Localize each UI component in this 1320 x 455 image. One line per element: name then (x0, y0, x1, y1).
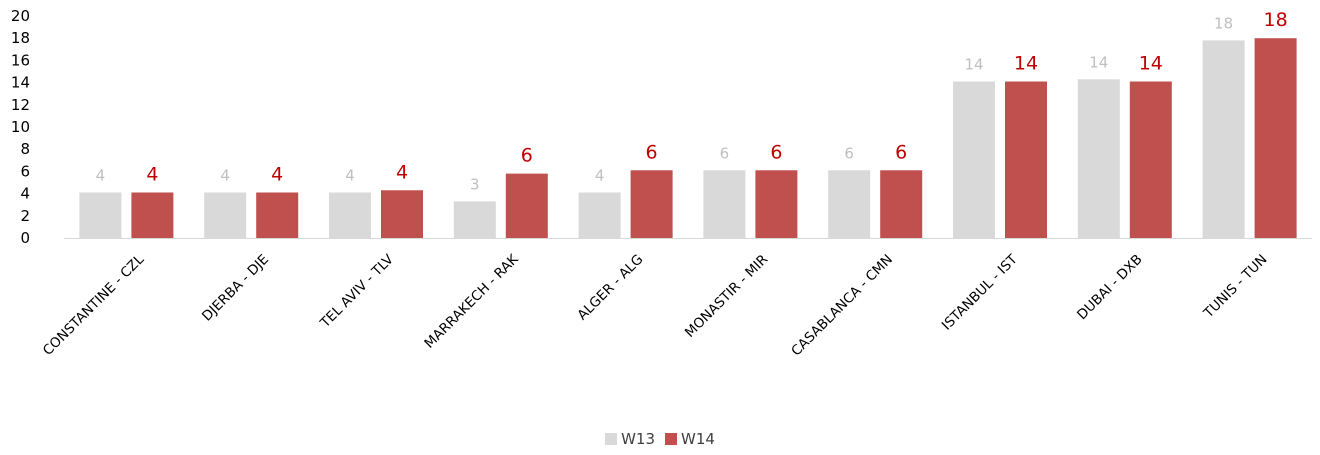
legend-swatch-w14 (665, 433, 677, 445)
category-label: ALGER - ALG (574, 252, 646, 324)
data-label-w14: 6 (646, 141, 658, 163)
category-label: TUNIS - TUN (1200, 252, 1270, 322)
legend-swatch-w13 (605, 433, 618, 445)
data-label-w13: 4 (96, 166, 106, 184)
bar-w13 (828, 170, 871, 238)
data-label-w13: 14 (964, 55, 983, 73)
data-label-w14: 4 (396, 161, 408, 183)
data-label-w13: 6 (720, 144, 730, 162)
bar-w13 (79, 192, 122, 238)
data-label-w14: 6 (895, 141, 907, 163)
data-label-w13: 4 (220, 166, 230, 184)
category-label: TEL AVIV - TLV (317, 251, 398, 332)
data-label-w13: 18 (1214, 14, 1233, 32)
y-tick-label: 12 (11, 96, 30, 114)
legend-label-w13: W13 (621, 430, 655, 448)
data-label-w14: 14 (1139, 52, 1163, 74)
bar-w14 (381, 190, 423, 238)
bar-w13 (329, 192, 371, 238)
bar-w13 (578, 192, 621, 238)
y-tick-label: 14 (11, 74, 30, 92)
data-label-w14: 6 (521, 145, 533, 167)
data-label-w14: 18 (1264, 9, 1288, 31)
bar-w13 (1077, 79, 1120, 239)
data-label-w14: 4 (271, 163, 283, 185)
bar-w14 (131, 192, 174, 238)
legend-item-w14: W14 (665, 430, 715, 448)
category-label: DJERBA - DJE (199, 252, 272, 325)
y-tick-label: 20 (11, 7, 30, 25)
category-label: DUBAI - DXB (1074, 252, 1146, 324)
y-tick-label: 10 (11, 118, 30, 136)
bar-w14 (755, 170, 798, 238)
legend-label-w14: W14 (681, 430, 715, 448)
y-tick-label: 4 (20, 185, 30, 203)
y-tick-label: 18 (11, 29, 30, 47)
category-label: ISTANBUL - IST (939, 251, 1022, 334)
bar-w13 (953, 81, 995, 239)
category-label: MARRAKECH - RAK (421, 251, 522, 352)
bar-w14 (630, 170, 673, 238)
bar-w14 (1005, 81, 1047, 239)
data-label-w14: 4 (146, 163, 158, 185)
bar-chart: 0 2 4 6 8 10 12 14 16 18 20 4 4 CONSTANTINE - CZL 4 4 DJ… (11, 7, 1312, 360)
data-label-w13: 14 (1089, 53, 1108, 71)
legend: W13 W14 (0, 430, 1320, 448)
legend-item-w13: W13 (605, 430, 655, 448)
category-label: CONSTANTINE - CZL (40, 251, 148, 359)
category-label: CASABLANCA - CMN (788, 252, 896, 360)
y-tick-label: 8 (20, 140, 30, 158)
bar-w13 (1202, 40, 1245, 238)
bar-w14 (1254, 38, 1297, 239)
y-tick-label: 0 (20, 229, 30, 247)
bar-w13 (703, 170, 746, 238)
bar-w13 (204, 192, 247, 238)
data-label-w13: 3 (470, 175, 480, 193)
data-label-w13: 4 (595, 166, 605, 184)
data-label-w14: 6 (770, 141, 782, 163)
bar-w14 (256, 192, 299, 238)
bar-w13 (453, 201, 496, 238)
data-label-w13: 4 (345, 166, 355, 184)
data-label-w14: 14 (1014, 52, 1038, 74)
bar-w14 (505, 173, 548, 238)
bar-w14 (1129, 81, 1172, 239)
y-tick-label: 2 (20, 207, 30, 225)
y-tick-label: 6 (20, 162, 30, 180)
category-label: MONASTIR - MIR (682, 252, 771, 341)
bar-w14 (880, 170, 923, 238)
data-label-w13: 6 (844, 144, 854, 162)
y-tick-label: 16 (11, 51, 30, 69)
